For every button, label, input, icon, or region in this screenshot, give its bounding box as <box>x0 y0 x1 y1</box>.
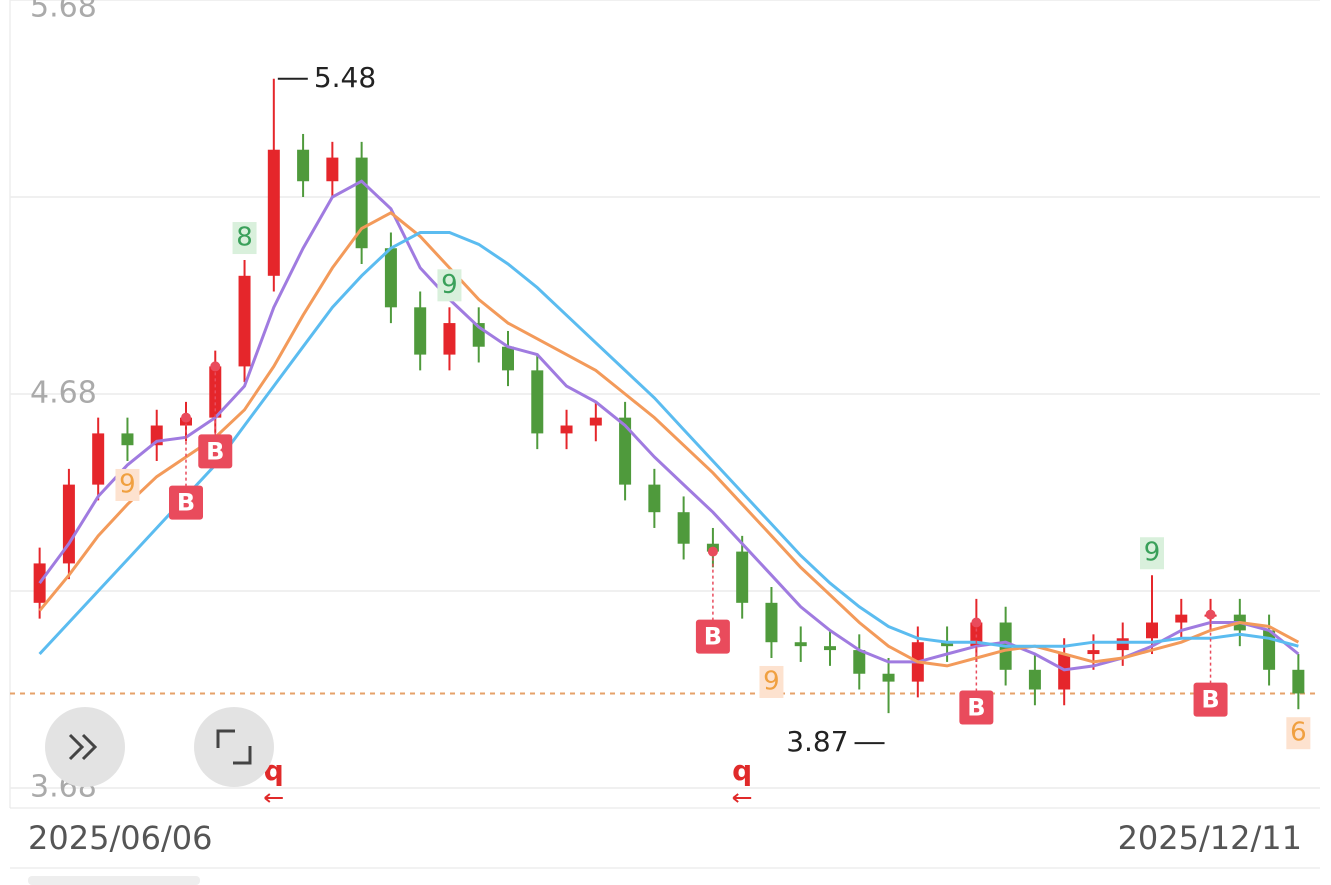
signal-label: B <box>967 694 985 722</box>
candle-body <box>1087 650 1100 655</box>
y-tick-label: 5.68 <box>30 0 97 25</box>
candle-body <box>384 248 397 308</box>
expand-button-bg[interactable] <box>45 707 125 787</box>
bottom-mark-arrow <box>264 793 283 803</box>
scroll-bar <box>28 876 200 885</box>
nine-turn-bg <box>437 269 462 302</box>
nine-turn-bg <box>115 468 140 501</box>
signal-label: B <box>206 437 224 465</box>
candle-body <box>648 484 661 513</box>
candle-body <box>970 622 983 647</box>
signal-badge <box>169 485 203 520</box>
candle-body <box>736 551 749 603</box>
candle-body <box>677 512 690 544</box>
signal-badge <box>1193 682 1228 717</box>
signal-badge <box>959 690 994 725</box>
nine-turn-bg <box>1140 537 1164 570</box>
bottom-mark-arrow <box>732 793 752 803</box>
candle-body <box>92 433 105 485</box>
candle-body <box>619 417 632 485</box>
candle-body <box>941 642 954 647</box>
candle-body <box>326 157 339 182</box>
signal-label: B <box>704 623 722 651</box>
x-start-label: 2025/06/06 <box>28 819 212 857</box>
candle-body <box>414 307 427 355</box>
nine-turn-label: 9 <box>441 270 458 300</box>
candle-body <box>853 650 866 674</box>
fullscreen-button[interactable] <box>194 707 274 787</box>
fullscreen-icon[interactable] <box>216 729 252 765</box>
candle-body <box>824 646 836 651</box>
y-tick-label: 4.68 <box>30 376 97 411</box>
candle-body <box>1116 638 1129 651</box>
expand-icon[interactable] <box>68 733 98 761</box>
candle-body <box>765 602 778 643</box>
candle-body <box>1028 669 1041 690</box>
expand-button[interactable] <box>45 707 125 787</box>
nine-turn-label: 9 <box>1144 538 1161 568</box>
candle-body <box>238 275 251 367</box>
candle-body <box>443 323 456 355</box>
nine-turn-label: 8 <box>236 223 253 253</box>
candle-body <box>1292 669 1305 694</box>
bottom-mark: q <box>732 754 752 787</box>
candle-body <box>297 149 310 182</box>
candle-body <box>1175 614 1188 623</box>
candle-body <box>267 149 280 276</box>
nine-turn-bg <box>1286 717 1311 750</box>
moving-average-line <box>38 211 1300 668</box>
nine-turn-label: 9 <box>763 666 780 696</box>
low-label: 3.87 <box>786 725 848 758</box>
candle-body <box>62 484 75 564</box>
candle-body <box>502 346 514 371</box>
candle-body <box>794 642 807 647</box>
signal-badge <box>695 619 730 654</box>
signal-label: B <box>177 489 195 517</box>
x-end-label: 2025/12/11 <box>1118 819 1302 857</box>
nine-turn-bg <box>232 222 257 255</box>
candle-body <box>1058 654 1071 690</box>
moving-average-line <box>38 231 1299 656</box>
moving-average-line <box>38 179 1300 672</box>
candle-body <box>1146 622 1158 639</box>
signal-badge <box>198 434 233 469</box>
high-label: 5.48 <box>314 61 376 94</box>
signal-label: B <box>1201 686 1219 714</box>
nine-turn-label: 6 <box>1290 718 1307 748</box>
nine-turn-label: 9 <box>119 469 136 499</box>
candle-body <box>560 425 573 434</box>
candle-body <box>882 673 895 682</box>
nine-turn-bg <box>759 665 784 698</box>
candle-body <box>589 417 602 426</box>
candle-body <box>531 370 544 434</box>
candle-body <box>121 433 134 446</box>
fullscreen-button-bg[interactable] <box>194 707 274 787</box>
